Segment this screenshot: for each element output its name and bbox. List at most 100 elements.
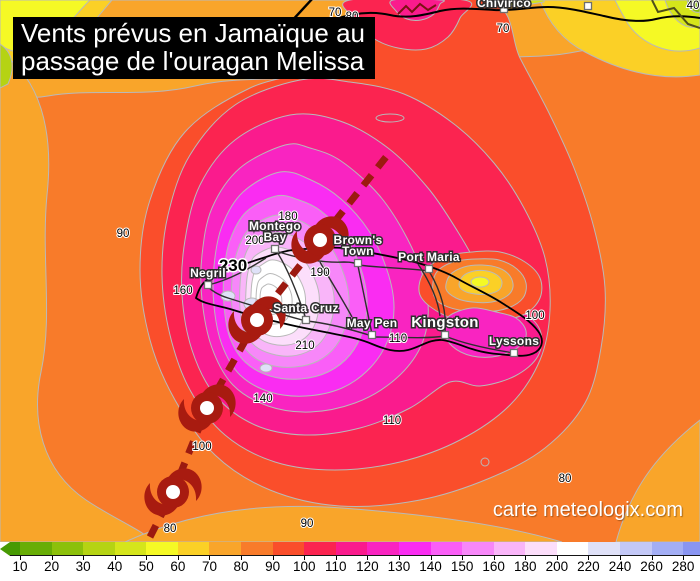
contour-label: 210 <box>295 340 314 352</box>
colorbar-segment: 220 <box>556 542 600 574</box>
contour-label: 110 <box>389 333 407 345</box>
city-label: Town <box>342 244 374 258</box>
map-title-line-1: Vents prévus en Jamaïque au <box>21 18 366 48</box>
colorbar-segment: 10 <box>10 542 28 574</box>
colorbar-segment: 240 <box>588 542 631 574</box>
contour-label: 140 <box>253 393 272 405</box>
city-marker <box>499 4 509 14</box>
contour-label: 40 <box>687 0 700 12</box>
city-marker <box>367 330 377 340</box>
contour-label: 160 <box>173 285 192 297</box>
colorbar-segment: 20 <box>20 542 59 574</box>
colorbar-segment: 180 <box>493 542 537 574</box>
colorbar-segment: 130 <box>367 542 410 574</box>
attribution-label: carte meteologix.com <box>492 499 683 521</box>
hurricane-track-line <box>146 149 393 539</box>
colorbar-segment: 80 <box>209 542 249 574</box>
city-label: Bay <box>264 230 287 244</box>
coastline-jamaica <box>194 246 543 357</box>
colorbar-segment: 150 <box>430 542 473 574</box>
colorbar-tick-label: 50 <box>138 559 154 574</box>
colorbar: 10 20 30 40 50 60 70 80 90 100 110 120 130 140 150 160 1… <box>0 542 700 581</box>
contour-line <box>375 113 405 123</box>
city-label: Port Maria <box>398 250 460 264</box>
city-marker <box>424 264 434 274</box>
wind-band-60-core <box>470 276 490 288</box>
wind-field-layer <box>0 0 700 542</box>
wind-band-120 <box>389 0 445 21</box>
contour-label: 180 <box>278 211 297 223</box>
contour-labels-layer: 70 80 70 40 90 160 180 200 230 190 210 110 100 140 100… <box>116 0 700 536</box>
colorbar-tick-label: 40 <box>107 559 123 574</box>
colorbar-tick-label: 70 <box>201 559 217 574</box>
contour-label: 200 <box>245 235 264 247</box>
colorbar-tick-label: 80 <box>233 559 249 574</box>
wind-band-30 <box>686 0 700 13</box>
colorbar-tick-label: 110 <box>325 559 347 574</box>
colorbar-tick-label: 240 <box>608 559 632 574</box>
colorbar-segment: 200 <box>525 542 568 574</box>
contour-label: 230 <box>219 256 247 275</box>
colorbar-tick-label: 160 <box>482 559 505 574</box>
colorbar-tick-label: 140 <box>419 559 442 574</box>
colorbar-segment: 160 <box>462 542 505 574</box>
city-label: Brown's <box>334 233 383 247</box>
contour-line <box>480 457 490 467</box>
colorbar-segment: 90 <box>241 542 280 574</box>
colorbar-segment: 260 <box>619 542 663 574</box>
colorbar-arrow <box>0 542 10 556</box>
colorbar-tick-label: 180 <box>513 559 537 574</box>
map-title-line-2: passage de l'ouragan Melissa <box>21 46 365 76</box>
ridge-line <box>397 2 437 15</box>
wind-band-80 <box>124 505 563 542</box>
city-marker <box>353 258 363 268</box>
colorbar-tick-label: 150 <box>450 559 474 574</box>
contour-label: 90 <box>117 228 130 240</box>
city-marker <box>509 348 519 358</box>
city-label: Chivirico <box>477 0 531 10</box>
colorbar-tick-label: 10 <box>12 559 28 574</box>
colorbar-tick-label: 20 <box>44 559 60 574</box>
wind-band-40 <box>0 43 13 89</box>
colorbar-tick-label: 30 <box>75 559 91 574</box>
city-label: Kingston <box>411 314 478 331</box>
hurricane-track-layer <box>144 149 393 539</box>
colorbar-segment: 50 <box>114 542 154 574</box>
colorbar-segment: 40 <box>83 542 122 574</box>
map-title: Vents prévus en Jamaïque au passage de l… <box>13 17 376 79</box>
colorbar-tick-label: 220 <box>577 559 600 574</box>
colorbar-tick-label: 90 <box>265 559 281 574</box>
colorbar-segment: 30 <box>51 542 91 574</box>
city-marker <box>440 330 450 340</box>
city-label: Negril <box>190 266 226 280</box>
city-label: Lyssons <box>489 334 539 348</box>
contour-line <box>259 283 283 316</box>
wind-band-80 <box>0 51 154 542</box>
wind-band-240-pocket <box>250 265 262 275</box>
wind-band-240-pocket <box>259 363 273 373</box>
colorbar-segment: 70 <box>177 542 217 574</box>
city-marker <box>203 280 213 290</box>
contour-label: 110 <box>383 415 401 427</box>
colorbar-tick-label: 200 <box>545 559 569 574</box>
contour-label: 80 <box>164 523 177 535</box>
colorbar-tick-label: 100 <box>292 559 316 574</box>
city-label: Santa Cruz <box>273 301 339 315</box>
contour-label: 100 <box>192 441 211 453</box>
wind-band-130 <box>443 307 527 358</box>
colorbar-segment: 110 <box>304 542 347 574</box>
river-line <box>651 0 700 29</box>
colorbar-tick-label: 120 <box>356 559 379 574</box>
colorbar-scale: 10 20 30 40 50 60 70 80 90 100 110 120 130 140 150 160 1… <box>0 542 700 574</box>
colorbar-segment: 60 <box>146 542 185 574</box>
contour-label: 190 <box>310 267 329 279</box>
contour-label: 70 <box>329 7 342 19</box>
city-marker <box>270 244 280 254</box>
colorbar-tick-label: 280 <box>671 559 695 574</box>
colorbar-tick-label: 260 <box>640 559 663 574</box>
colorbar-segment: 100 <box>272 542 315 574</box>
city-marker <box>301 315 311 325</box>
contour-label: 70 <box>497 23 510 35</box>
